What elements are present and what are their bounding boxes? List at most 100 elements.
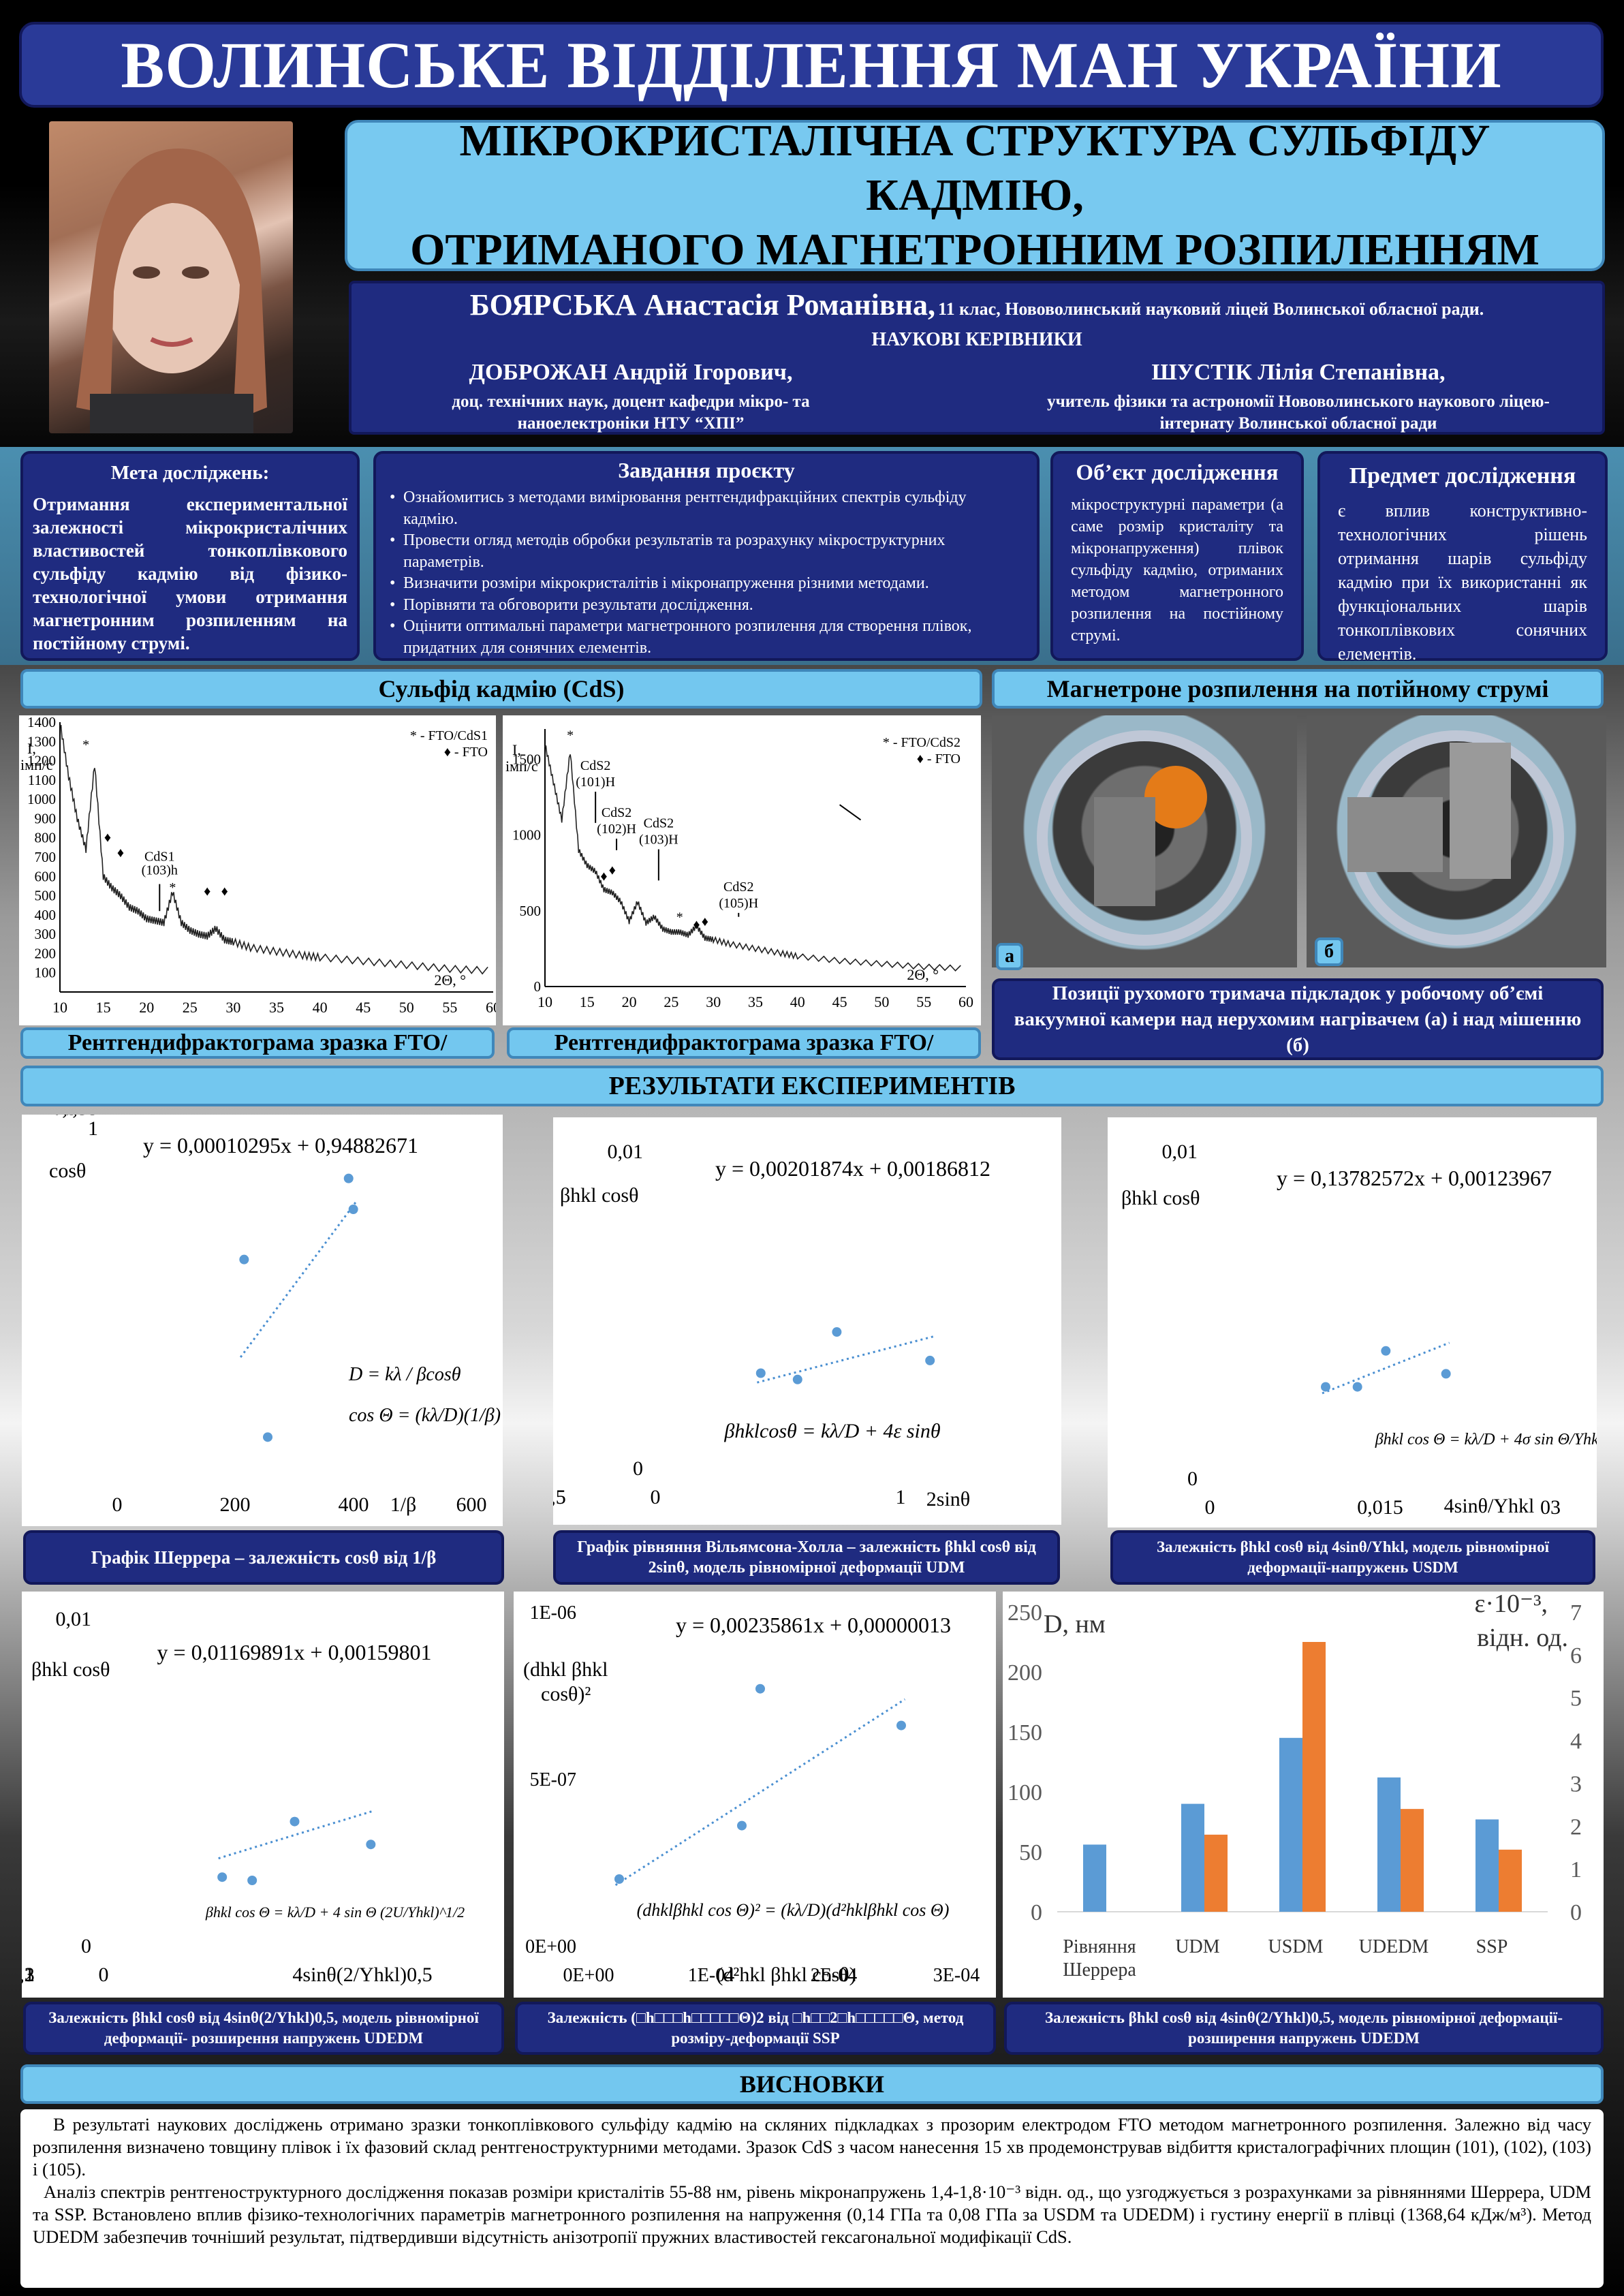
x-axis-label: (d²hkl βhkl cosθ) bbox=[716, 1964, 856, 1986]
caption-bars: Залежність βhkl cosθ від 4sinθ(2/Yhkl)0,… bbox=[1004, 2002, 1604, 2055]
tasks-title: Завдання проєкту bbox=[618, 458, 795, 482]
supervisor-2-info: учитель фізики та астрономії Нововолинсь… bbox=[1047, 392, 1550, 433]
photos-caption: Позиції рухомого тримача підкладок у роб… bbox=[992, 978, 1604, 1060]
category-label: UDEDM bbox=[1359, 1936, 1429, 1957]
graph-scherrer: 02004006000,9550,960,9650,970,9750,980,9… bbox=[22, 1097, 503, 1526]
y-label: I, bbox=[512, 741, 521, 758]
legend-fto-cds: * - FTO/CdS2 bbox=[883, 735, 961, 750]
data-point bbox=[343, 1173, 354, 1183]
data-point bbox=[755, 1684, 765, 1694]
x-tick-label: 1,5 bbox=[553, 1486, 566, 1508]
peak-marker: ♦ bbox=[609, 863, 616, 878]
heater-disk bbox=[1144, 766, 1207, 828]
y-tick-label: 100 bbox=[1008, 1780, 1042, 1805]
y-tick-label: 0E+00 bbox=[525, 1936, 576, 1957]
conclusions-text: В результаті наукових досліджень отриман… bbox=[20, 2109, 1604, 2288]
y-tick-label: 700 bbox=[35, 849, 57, 865]
y2-axis-label-unit: відн. од. bbox=[1477, 1624, 1568, 1652]
bar-strain bbox=[1499, 1849, 1522, 1912]
object-text: мікроструктурні параметри (а саме розмір… bbox=[1071, 496, 1283, 645]
label-b: б bbox=[1315, 937, 1343, 966]
category-label: SSP bbox=[1476, 1936, 1508, 1957]
x-axis-unit: 2Θ, ° bbox=[907, 966, 939, 983]
graph-ssp: 0E+00 1E-04 2E-04 3E-04 0E+00 5E-07 1E-06 y = 0… bbox=[514, 1592, 996, 1998]
x-tick-label: 50 bbox=[874, 993, 889, 1010]
scherrer-cos-formula: cos Θ = (kλ/D)(1/β) bbox=[349, 1405, 501, 1426]
y-tick-label: 400 bbox=[35, 907, 57, 923]
x-tick-label: 0E+00 bbox=[563, 1965, 614, 1986]
author-name: БОЯРСЬКА Анастасія Романівна, bbox=[469, 288, 936, 322]
conclusions-header: ВИСНОВКИ bbox=[20, 2064, 1604, 2104]
y-axis-label: βhkl cosθ bbox=[31, 1658, 110, 1681]
xrd-1-plot: 10 15 20 25 30 35 40 45 50 55 60 100 200 300 400 500 600… bbox=[20, 714, 501, 1016]
peak-hkl: (102)H bbox=[597, 822, 636, 837]
y-label: I, bbox=[27, 740, 36, 757]
peak-marker: ♦ bbox=[204, 884, 210, 899]
y-tick-label: 900 bbox=[35, 810, 57, 826]
x-tick-label: 30 bbox=[706, 993, 721, 1010]
y2-tick-label: 7 bbox=[1570, 1600, 1582, 1626]
category-label: UDM bbox=[1175, 1936, 1219, 1957]
y-tick-label: 500 bbox=[35, 888, 57, 904]
data-point bbox=[896, 1720, 906, 1731]
y-tick-label: 100 bbox=[35, 965, 57, 981]
peak-label: CdS2 bbox=[723, 880, 753, 895]
graph-udedm: 00,10,20,300,01y = 0,01169891x + 0,00159… bbox=[9, 1592, 504, 1998]
x-axis-label: 4sinθ/Yhkl bbox=[1444, 1495, 1535, 1517]
task-item: Провести огляд методів обробки результат… bbox=[388, 530, 1025, 573]
supervisor-1-info: доц. технічних наук, доцент кафедри мікр… bbox=[452, 392, 810, 433]
supervisor-1-name: ДОБРОЖАН Андрій Ігорович, bbox=[469, 360, 793, 385]
tasks-list: Ознайомитись з методами вимірювання рент… bbox=[388, 487, 1025, 659]
y-label-unit: імп/с bbox=[20, 756, 53, 773]
peak-marker: * bbox=[567, 728, 574, 743]
graph-udm: 00,511,500,01y = 0,00201874x + 0,0018681… bbox=[540, 1117, 1061, 1525]
x-tick-label: 50 bbox=[399, 999, 414, 1016]
y2-tick-label: 3 bbox=[1570, 1771, 1582, 1797]
task-item: Ознайомитись з методами вимірювання рент… bbox=[388, 487, 1025, 530]
peak-marker: * bbox=[169, 880, 176, 895]
supervisor-2-name: ШУСТІК Лілія Степанівна, bbox=[1151, 360, 1446, 385]
x-tick-label: 15 bbox=[96, 999, 111, 1016]
regression-equation: y = 0,00235861x + 0,00000013 bbox=[676, 1613, 951, 1637]
y-tick-label: 0,01 bbox=[1162, 1141, 1198, 1163]
y2-axis-label: ε·10⁻³, bbox=[1474, 1592, 1548, 1618]
goal-title: Мета досліджень: bbox=[110, 462, 270, 484]
stray-mark bbox=[839, 804, 862, 821]
y-tick-label: 800 bbox=[35, 830, 57, 846]
graph-usdm: 0 0,015 03 0 0,01 y = 0,13782572x + 0,0012396… bbox=[1108, 1117, 1604, 1527]
y-tick-label: 1 bbox=[88, 1117, 98, 1140]
category-label: USDM bbox=[1268, 1936, 1324, 1957]
y-tick-label: 300 bbox=[35, 926, 57, 942]
peak-marker: ♦ bbox=[117, 846, 124, 860]
data-point bbox=[614, 1874, 624, 1884]
supervisors-label: НАУКОВІ КЕРІВНИКИ bbox=[871, 329, 1082, 350]
y-tick-label: 0 bbox=[81, 1935, 91, 1957]
peak-hkl: (101)H bbox=[576, 775, 615, 790]
data-point bbox=[925, 1355, 935, 1365]
peak-hkl: (103)H bbox=[639, 833, 678, 848]
data-point bbox=[1321, 1382, 1330, 1392]
bar-size bbox=[1083, 1844, 1106, 1912]
x-tick-label: 20 bbox=[139, 999, 154, 1016]
regression-equation: y = 0,01169891x + 0,00159801 bbox=[157, 1640, 432, 1664]
author-info: 11 клас, Нововолинський науковий ліцей В… bbox=[938, 299, 1484, 319]
data-point bbox=[290, 1816, 300, 1827]
data-point bbox=[263, 1432, 272, 1442]
x-axis-unit: 2Θ, ° bbox=[434, 972, 466, 989]
xrd-caption-1: Рентгендифрактограма зразка FTO/ bbox=[20, 1027, 495, 1059]
x-tick-label: 55 bbox=[442, 999, 457, 1016]
x-tick-label: 2E-04 bbox=[811, 1965, 857, 1986]
y-tick-label: 0 bbox=[534, 978, 542, 995]
x-tick-label: 1 bbox=[896, 1486, 906, 1508]
trend-line bbox=[614, 1698, 906, 1887]
x-tick-label: 600 bbox=[456, 1493, 487, 1516]
category-label: Рівняння bbox=[1063, 1936, 1136, 1957]
y-tick-label: 1200 bbox=[27, 753, 56, 769]
x-tick-label: 10 bbox=[537, 993, 552, 1010]
org-title: ВОЛИНСЬКЕ ВІДДІЛЕННЯ МАН УКРАЇНИ bbox=[121, 28, 1502, 102]
x-tick-label: 10 bbox=[52, 999, 67, 1016]
chamber-photo-a: а bbox=[992, 715, 1297, 970]
regression-equation: y = 0,13782572x + 0,00123967 bbox=[1277, 1166, 1552, 1190]
y-tick-label: 150 bbox=[1008, 1720, 1042, 1746]
data-point bbox=[1381, 1346, 1391, 1356]
